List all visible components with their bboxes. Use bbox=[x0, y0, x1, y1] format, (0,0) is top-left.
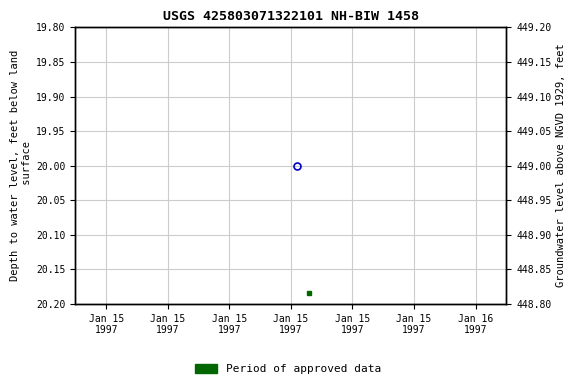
Legend: Period of approved data: Period of approved data bbox=[191, 359, 385, 379]
Y-axis label: Depth to water level, feet below land
 surface: Depth to water level, feet below land su… bbox=[10, 50, 32, 281]
Title: USGS 425803071322101 NH-BIW 1458: USGS 425803071322101 NH-BIW 1458 bbox=[163, 10, 419, 23]
Y-axis label: Groundwater level above NGVD 1929, feet: Groundwater level above NGVD 1929, feet bbox=[555, 44, 566, 288]
